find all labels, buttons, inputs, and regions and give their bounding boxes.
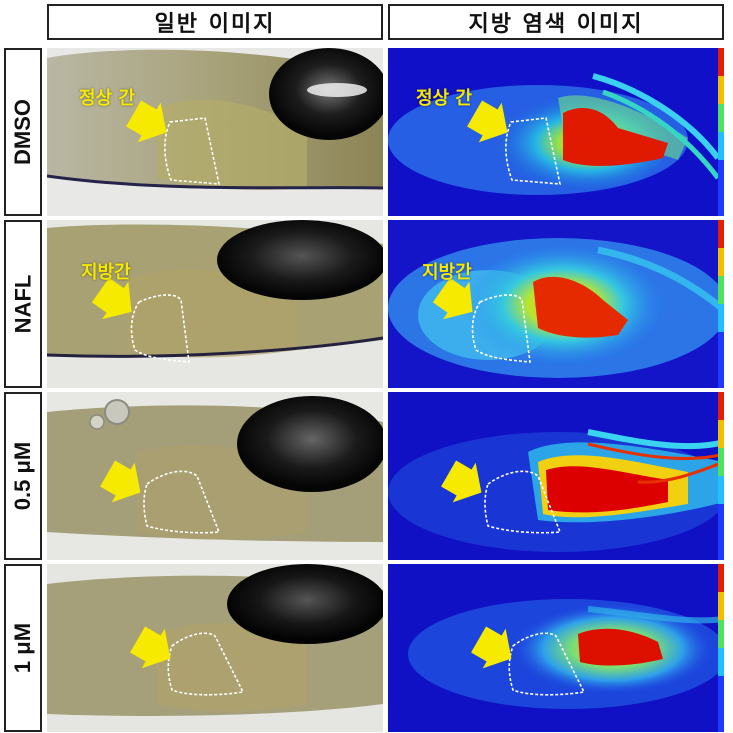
annotation-normal-liver: 정상 간 xyxy=(79,88,135,109)
dashed-outline-icon xyxy=(130,294,190,363)
fat-stain-image-0-5um xyxy=(388,392,724,560)
arrow-icon xyxy=(441,460,482,503)
arrow-icon xyxy=(471,626,512,669)
row-label-dmso: DMSO xyxy=(4,48,42,216)
annotation-fatty-liver-stain: 지방간 xyxy=(422,262,472,283)
arrow-icon xyxy=(91,277,132,320)
dashed-outline-icon xyxy=(484,470,562,534)
arrow-icon xyxy=(100,460,141,503)
row-label-text: NAFL xyxy=(10,274,35,334)
row-label-text: 1 μM xyxy=(10,622,36,674)
brightfield-image-nafl: 지방간 xyxy=(47,220,383,388)
dashed-outline-icon xyxy=(167,632,245,696)
annotation-fatty-liver: 지방간 xyxy=(81,262,131,283)
row-label-text: DMSO xyxy=(10,99,35,165)
dashed-outline-icon xyxy=(508,632,586,696)
row-label-0-5um: 0.5 μM xyxy=(4,392,42,560)
dashed-outline-icon xyxy=(505,117,562,185)
fat-stain-image-1um xyxy=(388,564,724,732)
dashed-outline-icon xyxy=(164,117,221,185)
arrow-icon xyxy=(432,277,473,320)
row-label-1um: 1 μM xyxy=(4,564,42,732)
row-label-text: 0.5 μM xyxy=(10,441,36,511)
header-fat-stain: 지방 염색 이미지 xyxy=(388,4,724,40)
header-brightfield: 일반 이미지 xyxy=(47,4,383,40)
fat-stain-image-dmso: 정상 간 xyxy=(388,48,724,216)
brightfield-image-dmso: 정상 간 xyxy=(47,48,383,216)
arrow-icon xyxy=(126,100,167,143)
brightfield-image-1um xyxy=(47,564,383,732)
brightfield-image-0-5um xyxy=(47,392,383,560)
row-label-nafl: NAFL xyxy=(4,220,42,388)
arrow-icon xyxy=(467,100,508,143)
dashed-outline-icon xyxy=(471,294,531,363)
dashed-outline-icon xyxy=(143,470,221,534)
fat-stain-image-nafl: 지방간 xyxy=(388,220,724,388)
annotation-normal-liver-stain: 정상 간 xyxy=(416,88,472,109)
arrow-icon xyxy=(130,626,171,669)
